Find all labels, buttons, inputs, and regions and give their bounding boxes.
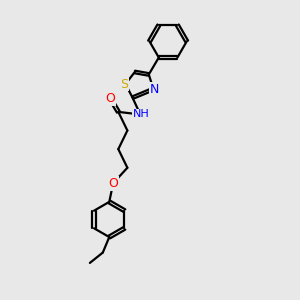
Text: O: O	[106, 92, 116, 106]
Text: N: N	[150, 82, 159, 95]
Text: NH: NH	[133, 110, 150, 119]
Text: O: O	[108, 177, 118, 190]
Text: S: S	[120, 78, 128, 91]
